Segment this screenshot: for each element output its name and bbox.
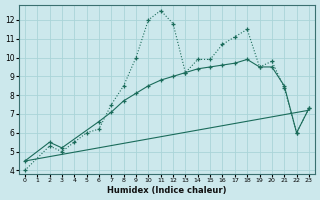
X-axis label: Humidex (Indice chaleur): Humidex (Indice chaleur) bbox=[107, 186, 227, 195]
